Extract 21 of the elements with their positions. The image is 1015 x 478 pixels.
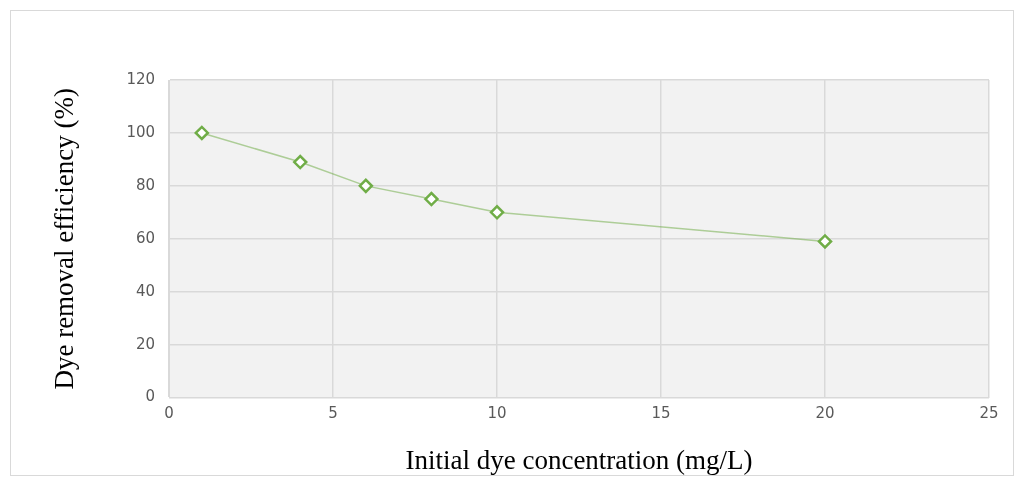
y-tick-label: 120: [126, 69, 156, 88]
point: [358, 178, 374, 194]
y-tick-label: 60: [135, 228, 156, 247]
x-tick-label: 0: [164, 404, 174, 423]
x-tick-label: 5: [328, 404, 338, 423]
y-tick-label: 0: [145, 387, 156, 406]
y-tick-label: 40: [135, 281, 156, 300]
point: [424, 191, 439, 207]
point: [817, 234, 833, 249]
point: [489, 205, 505, 220]
x-tick-label: 20: [815, 404, 835, 423]
y-axis-title: Dye removal efficiency (%): [49, 88, 80, 390]
x-tick-label: 25: [979, 404, 999, 423]
point: [292, 154, 308, 170]
y-tick-label: 80: [135, 175, 156, 194]
point: [194, 125, 210, 141]
y-tick-label: 20: [135, 334, 156, 353]
y-tick-label: 100: [126, 122, 156, 141]
x-tick-label: 10: [487, 404, 507, 423]
x-tick-label: 15: [651, 404, 671, 423]
x-axis-title: Initial dye concentration (mg/L): [405, 444, 753, 475]
